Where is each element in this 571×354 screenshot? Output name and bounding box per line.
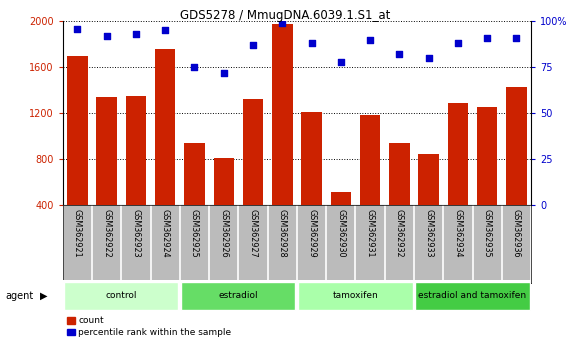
Point (102, 33, 111, 39)
Point (248, 42, 258, 48)
Text: estradiol: estradiol (219, 291, 258, 300)
Bar (155, 49, 175, 205)
Point (307, 40, 316, 46)
Bar (214, 158, 234, 205)
Text: ▶: ▶ (40, 291, 47, 301)
Point (482, 35, 492, 41)
Text: GSM362936: GSM362936 (512, 209, 521, 258)
Point (453, 40, 463, 46)
Text: GSM362927: GSM362927 (248, 209, 258, 258)
Text: estradiol and tamoxifen: estradiol and tamoxifen (419, 291, 526, 300)
Point (365, 37, 375, 42)
Point (160, 28, 170, 33)
Text: GSM362925: GSM362925 (190, 209, 199, 258)
Bar (477, 107, 497, 205)
Text: GSM362926: GSM362926 (219, 209, 228, 258)
Text: GSM362922: GSM362922 (102, 209, 111, 258)
Bar (331, 192, 351, 205)
Text: GSM362935: GSM362935 (482, 209, 492, 258)
Bar (243, 99, 263, 205)
Text: agent: agent (6, 291, 34, 301)
Legend: count, percentile rank within the sample: count, percentile rank within the sample (67, 316, 231, 337)
Point (424, 55, 433, 61)
Text: GSM362924: GSM362924 (160, 209, 170, 258)
FancyBboxPatch shape (65, 282, 178, 310)
Point (219, 70, 228, 76)
Text: tamoxifen: tamoxifen (332, 291, 379, 300)
Text: control: control (106, 291, 137, 300)
Bar (272, 23, 292, 205)
Point (278, 20, 287, 26)
Bar (419, 154, 439, 205)
Point (512, 35, 521, 41)
Bar (389, 143, 409, 205)
Point (336, 59, 345, 64)
Bar (506, 87, 526, 205)
Text: GDS5278 / MmugDNA.6039.1.S1_at: GDS5278 / MmugDNA.6039.1.S1_at (180, 9, 391, 22)
Point (395, 52, 404, 57)
Text: GSM362921: GSM362921 (73, 209, 82, 258)
FancyBboxPatch shape (182, 282, 295, 310)
Text: GSM362923: GSM362923 (131, 209, 140, 258)
Text: GSM362931: GSM362931 (365, 209, 375, 258)
Bar (184, 143, 205, 205)
Point (73, 26, 82, 32)
Bar (301, 112, 322, 205)
Bar (126, 96, 146, 205)
Bar (448, 103, 468, 205)
Text: GSM362930: GSM362930 (336, 209, 345, 258)
Point (131, 31, 140, 37)
FancyBboxPatch shape (299, 282, 412, 310)
Text: GSM362929: GSM362929 (307, 209, 316, 258)
Text: GSM362934: GSM362934 (453, 209, 463, 258)
Bar (96, 97, 117, 205)
Point (190, 64, 199, 70)
Text: GSM362932: GSM362932 (395, 209, 404, 258)
Text: GSM362928: GSM362928 (278, 209, 287, 258)
Text: GSM362933: GSM362933 (424, 209, 433, 258)
FancyBboxPatch shape (416, 282, 529, 310)
Bar (67, 56, 88, 205)
Bar (360, 115, 380, 205)
